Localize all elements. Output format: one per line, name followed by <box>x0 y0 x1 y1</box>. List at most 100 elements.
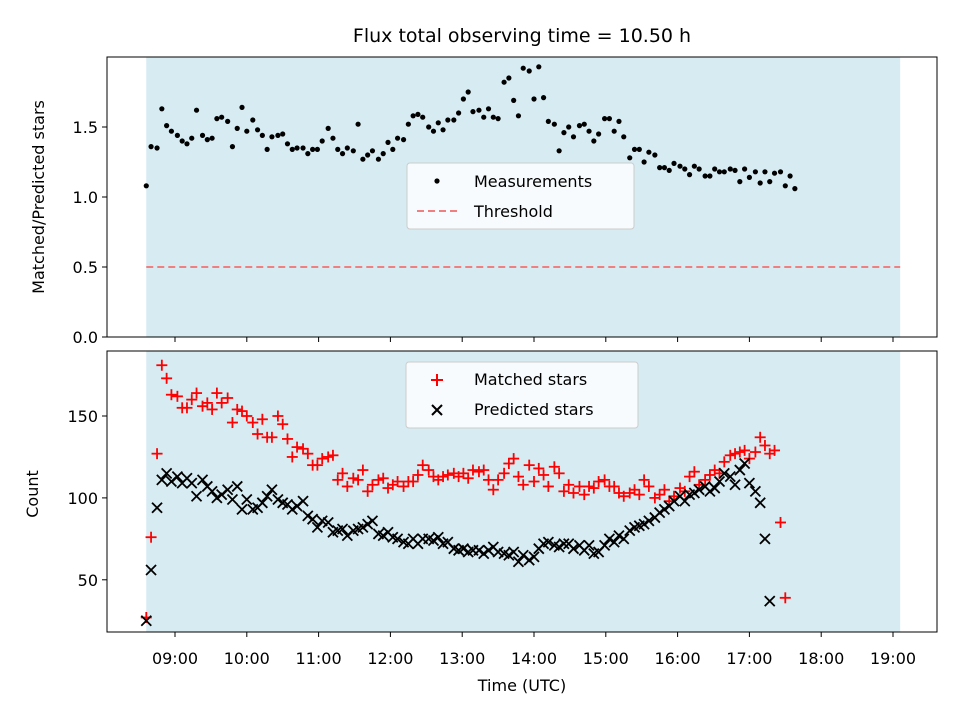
matched-star-point <box>599 474 611 486</box>
matched-star-point <box>412 469 424 481</box>
matched-star-point <box>291 441 303 453</box>
x-axis-label: Time (UTC) <box>477 676 566 695</box>
predicted-star-point <box>256 497 268 509</box>
predicted-star-point <box>151 502 163 514</box>
measurement-point <box>762 169 768 175</box>
predicted-star-point <box>236 503 248 516</box>
measurement-point <box>782 183 788 189</box>
measurement-point <box>490 114 496 120</box>
predicted-star-point <box>357 521 369 534</box>
matched-star-point <box>191 387 203 399</box>
measurement-point <box>234 125 240 131</box>
measurement-point <box>627 155 633 161</box>
predicted-star-point <box>754 497 766 509</box>
predicted-star-point <box>654 507 666 519</box>
x-tick-label: 19:00 <box>870 649 916 668</box>
measurement-point <box>636 146 642 152</box>
measurement-point <box>456 110 462 116</box>
measurement-point <box>702 173 708 179</box>
measurement-point <box>385 139 391 145</box>
predicted-star-point <box>643 515 655 527</box>
predicted-star-point <box>222 484 234 496</box>
predicted-star-point <box>749 485 762 497</box>
matched-star-point <box>618 490 630 502</box>
predicted-star-point <box>226 493 239 506</box>
x-tick-label: 13:00 <box>439 649 485 668</box>
measurement-point <box>551 121 557 127</box>
measurement-point <box>219 114 225 120</box>
measurement-point <box>199 132 206 138</box>
ratio-legend: Measurements Threshold <box>406 162 635 230</box>
predicted-star-point <box>729 479 741 491</box>
matched-star-point <box>654 489 666 501</box>
measurement-point <box>189 135 195 141</box>
predicted-star-point <box>542 536 554 548</box>
matched-star-point <box>593 476 605 488</box>
predicted-star-point <box>306 513 319 525</box>
matched-star-point <box>462 472 474 484</box>
measurement-point <box>506 75 512 81</box>
measurement-point <box>451 117 457 123</box>
count-legend-box <box>405 361 639 429</box>
matched-star-point <box>498 467 510 479</box>
predicted-star-point <box>302 510 314 522</box>
predicted-star-point <box>613 529 625 542</box>
matched-star-point <box>241 410 253 422</box>
count-y-ticks: 50 100 150 <box>67 407 107 590</box>
matched-star-point <box>633 489 645 501</box>
matched-star-point <box>206 403 218 415</box>
x-tick-label: 16:00 <box>655 649 701 668</box>
measurement-point <box>415 111 421 117</box>
measurement-point <box>540 95 547 101</box>
measurement-point <box>520 65 526 71</box>
measurement-point <box>536 64 542 70</box>
legend-predicted-label: Predicted stars <box>474 400 594 419</box>
measurement-point <box>671 160 677 166</box>
measurement-point <box>531 96 537 102</box>
matched-star-point <box>483 474 495 486</box>
predicted-star-point <box>482 544 495 556</box>
measurement-point <box>602 116 608 122</box>
count-x-ticks: 09:00 10:00 11:00 12:00 13:00 14:00 15:00 16:00… <box>152 632 916 668</box>
predicted-star-point <box>362 518 374 530</box>
legend-measurements-marker <box>434 178 440 184</box>
measurement-point <box>732 167 738 173</box>
count-y-tick-label: 150 <box>67 407 98 426</box>
predicted-star-point <box>624 525 636 537</box>
matched-star-point <box>487 484 499 496</box>
measurement-point <box>742 166 748 172</box>
matched-star-point <box>316 453 328 465</box>
measurement-point <box>566 124 572 130</box>
predicted-star-point <box>160 467 173 479</box>
predicted-star-point <box>679 495 691 507</box>
measurement-point <box>631 146 638 152</box>
matched-star-point <box>688 466 700 478</box>
matched-star-point <box>759 439 771 451</box>
measurement-point <box>289 146 295 152</box>
legend-measurements-label: Measurements <box>474 172 592 191</box>
ratio-marks <box>143 64 901 268</box>
predicted-star-point <box>503 549 515 561</box>
predicted-star-point <box>366 515 379 527</box>
predicted-star-point <box>206 485 218 497</box>
measurement-point <box>214 116 220 122</box>
measurement-point <box>420 114 426 120</box>
predicted-star-point <box>709 482 721 494</box>
matched-star-point <box>699 474 711 486</box>
predicted-star-point <box>738 457 751 470</box>
matched-star-point <box>171 390 183 402</box>
predicted-star-point <box>558 538 570 550</box>
matched-star-point <box>222 392 234 404</box>
matched-star-point <box>302 448 314 460</box>
predicted-star-point <box>638 518 650 530</box>
matched-star-point <box>186 394 198 406</box>
matched-star-point <box>442 469 454 481</box>
ratio-panel: 0.0 0.5 1.0 1.5 Matched/Predicted stars Mea… <box>29 56 938 347</box>
matched-star-point <box>337 467 349 479</box>
x-tick-label: 15:00 <box>583 649 629 668</box>
measurement-point <box>621 134 627 140</box>
measurement-point <box>606 116 612 122</box>
measurement-point <box>752 169 758 175</box>
predicted-star-point <box>231 480 243 493</box>
